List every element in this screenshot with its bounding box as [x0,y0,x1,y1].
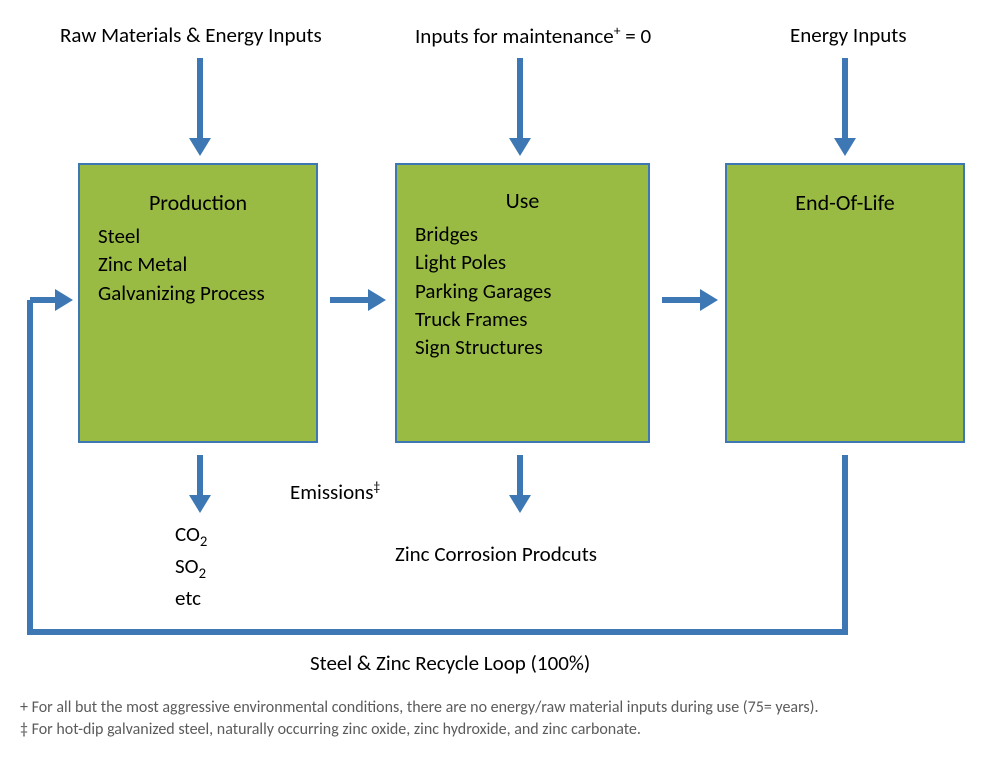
use-emissions-output: Zinc Corrosion Prodcuts [395,540,597,568]
box-item: Light Poles [415,248,648,276]
footnote-1-text: For all but the most aggressive environm… [32,698,819,717]
arrow-into-eol [834,58,856,156]
arrow-into-use [509,58,531,156]
box-item: Sign Structures [415,333,648,361]
recycle-loop-label: Steel & Zinc Recycle Loop (100%) [310,650,590,676]
maintenance-plus-sup: + [614,22,621,39]
emissions-text: Emissions [290,479,373,505]
footnote-2: ‡ For hot-dip galvanized steel, naturall… [20,720,641,739]
production-emissions-output: CO2SO2etc [175,520,207,612]
arrow-production-emissions-down [189,455,211,513]
top-label-energy: Energy Inputs [790,22,907,48]
box-item: Steel [98,222,316,250]
footnote-2-text: For hot-dip galvanized steel, naturally … [32,720,641,739]
maintenance-label-post: = 0 [625,23,651,49]
box-item: Galvanizing Process [98,279,316,307]
emissions-doubleplus-sup: ‡ [373,478,380,495]
box-use-title: Use [397,165,648,214]
box-use: Use Bridges Light Poles Parking Garages … [395,163,650,443]
arrow-production-to-use [330,289,386,311]
box-item: Truck Frames [415,305,648,333]
arrow-into-production [189,58,211,156]
box-eol-title: End-Of-Life [727,165,963,216]
box-end-of-life: End-Of-Life [725,163,965,443]
footnote-1: + For all but the most aggressive enviro… [20,698,819,717]
maintenance-label-pre: Inputs for maintenance [415,23,614,49]
arrow-use-to-eol [662,289,718,311]
box-item: Bridges [415,220,648,248]
box-production-items: Steel Zinc Metal Galvanizing Process [80,216,316,307]
diagram-canvas: Raw Materials & Energy Inputs Inputs for… [0,0,1000,775]
top-label-maintenance: Inputs for maintenance+ = 0 [415,22,651,49]
box-item: Parking Garages [415,277,648,305]
box-use-items: Bridges Light Poles Parking Garages Truc… [397,214,648,362]
arrow-use-emissions-down [509,455,531,513]
top-label-raw-materials: Raw Materials & Energy Inputs [60,22,322,48]
emissions-label: Emissions‡ [290,478,380,505]
box-production-title: Production [80,165,316,216]
box-item: Zinc Metal [98,250,316,278]
box-production: Production Steel Zinc Metal Galvanizing … [78,163,318,443]
